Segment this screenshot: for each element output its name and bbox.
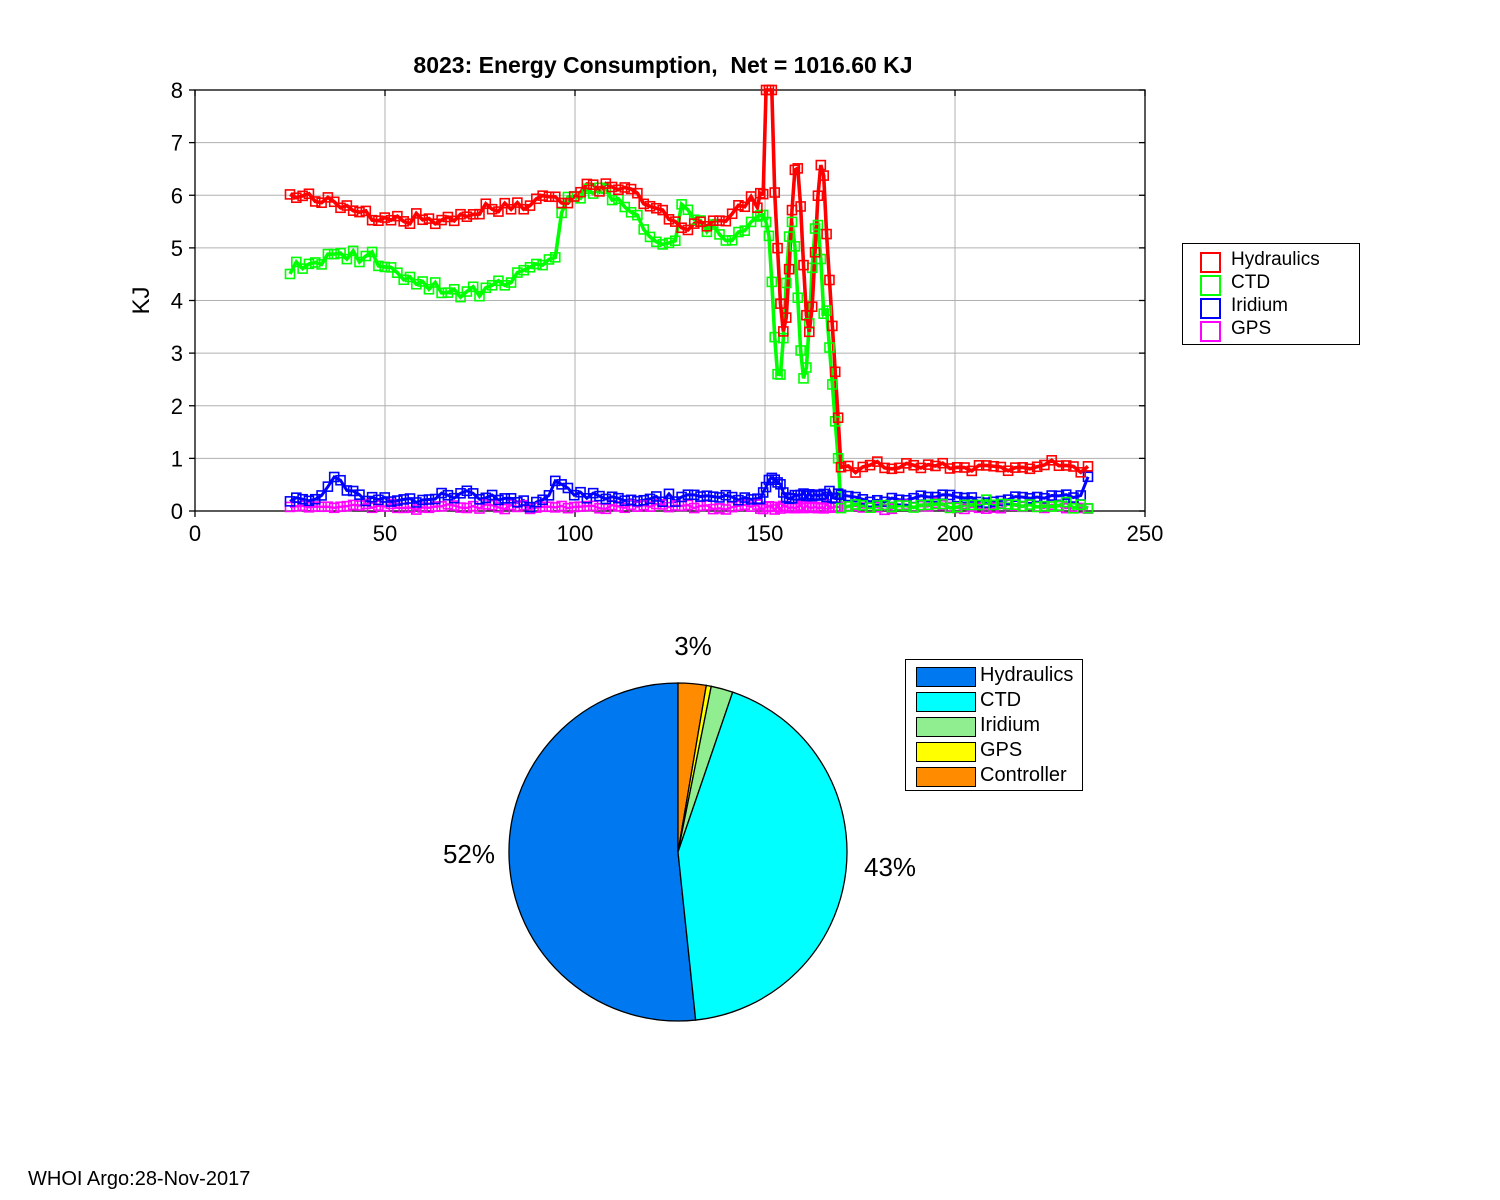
svg-text:0: 0 — [189, 521, 201, 546]
svg-text:250: 250 — [1127, 521, 1164, 546]
svg-text:8023: Energy Consumption, Net: 8023: Energy Consumption, Net = 1016.60 … — [413, 52, 912, 78]
svg-text:150: 150 — [747, 521, 784, 546]
svg-text:0: 0 — [171, 499, 183, 524]
svg-text:43%: 43% — [864, 852, 916, 882]
svg-text:8: 8 — [171, 78, 183, 103]
svg-text:3: 3 — [171, 341, 183, 366]
svg-text:100: 100 — [557, 521, 594, 546]
svg-text:2: 2 — [171, 394, 183, 419]
svg-text:200: 200 — [937, 521, 974, 546]
svg-text:50: 50 — [373, 521, 397, 546]
svg-text:5: 5 — [171, 236, 183, 261]
svg-text:7: 7 — [171, 131, 183, 156]
svg-text:52%: 52% — [443, 839, 495, 869]
svg-text:3%: 3% — [674, 631, 712, 661]
svg-text:6: 6 — [171, 183, 183, 208]
svg-text:4: 4 — [171, 289, 183, 314]
svg-text:1: 1 — [171, 446, 183, 471]
svg-text:KJ: KJ — [128, 286, 155, 314]
